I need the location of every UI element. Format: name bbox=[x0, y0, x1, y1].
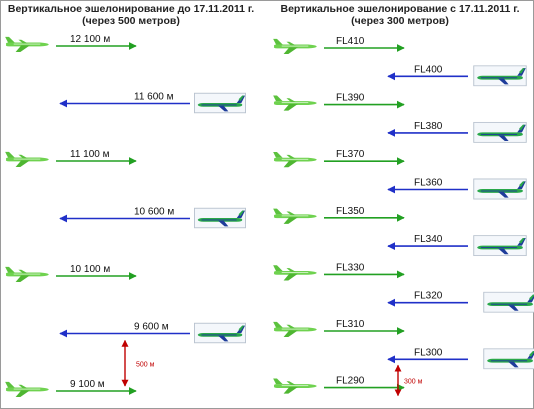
left-plane-3 bbox=[194, 207, 246, 229]
right-plane-10 bbox=[273, 321, 317, 338]
right-level-label-1: FL400 bbox=[414, 64, 443, 75]
right-subtitle: (через 300 метров) bbox=[351, 15, 449, 27]
left-level-label-0: 12 100 м bbox=[70, 34, 110, 45]
right-plane-0 bbox=[273, 38, 317, 55]
right-plane-11 bbox=[483, 348, 534, 370]
right-plane-1 bbox=[473, 65, 527, 87]
left-separation-label: 500 м bbox=[136, 361, 155, 368]
right-plane-7 bbox=[473, 235, 527, 257]
left-plane-6 bbox=[5, 381, 49, 398]
right-heading: Вертикальное эшелонирование с 17.11.2011… bbox=[266, 3, 534, 27]
right-level-label-4: FL370 bbox=[336, 149, 365, 160]
left-subtitle: (через 500 метров) bbox=[82, 15, 180, 27]
right-plane-4 bbox=[273, 152, 317, 168]
right-plane-12 bbox=[273, 378, 317, 394]
left-heading: Вертикальное эшелонирование до 17.11.201… bbox=[0, 3, 262, 27]
diagram-layer: 12 100 м 11 600 м 11 100 м 10 600 м 10 100 м… bbox=[5, 34, 534, 398]
left-level-label-6: 9 100 м bbox=[70, 379, 105, 390]
right-separation-label: 300 м bbox=[404, 378, 423, 385]
right-level-label-5: FL360 bbox=[414, 178, 443, 189]
right-plane-8 bbox=[273, 265, 317, 281]
left-plane-0 bbox=[5, 36, 49, 53]
right-level-label-0: FL410 bbox=[336, 36, 365, 47]
left-title: Вертикальное эшелонирование до 17.11.201… bbox=[7, 3, 255, 15]
right-level-label-7: FL340 bbox=[414, 234, 443, 245]
right-level-label-3: FL380 bbox=[414, 121, 443, 132]
right-plane-3 bbox=[473, 121, 527, 143]
right-level-label-12: FL290 bbox=[336, 376, 365, 387]
left-plane-4 bbox=[5, 266, 49, 283]
left-plane-2 bbox=[5, 151, 49, 168]
left-level-label-4: 10 100 м bbox=[70, 264, 110, 275]
left-level-label-1: 11 600 м bbox=[134, 92, 174, 103]
left-plane-1 bbox=[194, 92, 246, 114]
right-level-label-6: FL350 bbox=[336, 206, 365, 217]
left-level-label-5: 9 600 м bbox=[134, 322, 169, 333]
right-plane-9 bbox=[483, 291, 534, 313]
right-level-label-11: FL300 bbox=[414, 347, 443, 358]
right-plane-2 bbox=[273, 95, 317, 111]
right-title: Вертикальное эшелонирование с 17.11.2011… bbox=[280, 3, 520, 15]
right-level-label-2: FL390 bbox=[336, 93, 365, 104]
right-plane-6 bbox=[273, 208, 317, 224]
left-level-label-3: 10 600 м bbox=[134, 207, 174, 218]
right-level-label-8: FL330 bbox=[336, 262, 365, 273]
right-plane-5 bbox=[473, 178, 527, 200]
right-level-label-9: FL320 bbox=[414, 291, 443, 302]
left-level-label-2: 11 100 м bbox=[70, 149, 110, 160]
right-level-label-10: FL310 bbox=[336, 319, 365, 330]
left-plane-5 bbox=[194, 322, 246, 344]
